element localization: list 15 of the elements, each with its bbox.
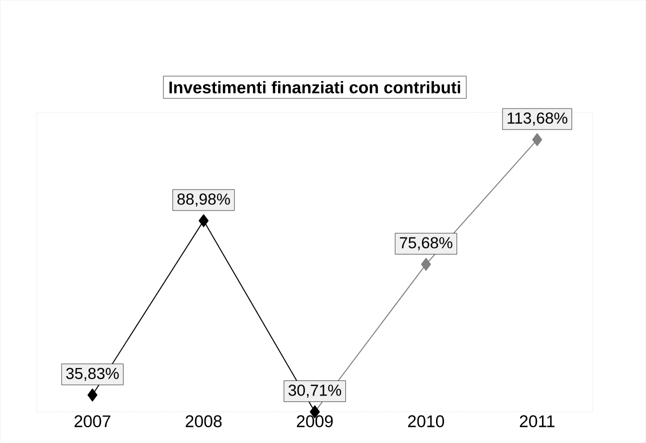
data-label: 113,68% [508,112,568,126]
x-tick-label: 2011 [520,415,554,428]
x-tick-label: 2009 [296,415,333,428]
point [421,258,431,271]
x-tick-label: 2010 [408,415,444,428]
point [198,214,209,228]
chart-title: Investimenti finanziati con contributi [169,81,460,94]
data-label: 35,83% [66,368,119,381]
point [87,388,98,402]
point [532,133,542,146]
x-tick-label: 2008 [186,415,222,428]
data-label: 88,98% [177,194,230,207]
data-label: 30,71% [288,384,342,398]
x-tick-label: 2007 [74,415,110,428]
data-label: 75,68% [400,237,452,250]
